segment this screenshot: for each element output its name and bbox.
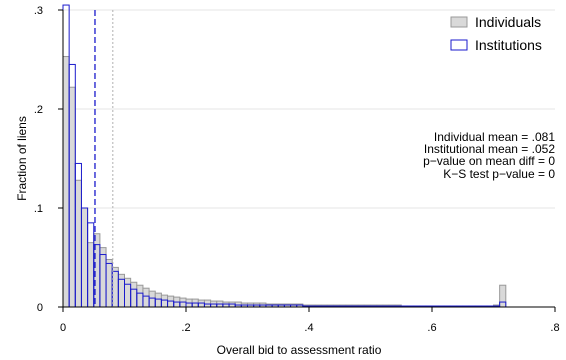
y-ticks: 0 .1 .2 .3	[34, 5, 63, 314]
institutions-bar-13	[142, 295, 150, 308]
annotation-mean-diff-pvalue: p−value on mean diff = 0	[423, 154, 555, 168]
legend: Individuals Institutions	[450, 14, 542, 53]
legend-swatch-individuals	[450, 16, 468, 28]
institutions-bar-11	[130, 288, 138, 308]
grid-layer	[63, 9, 555, 209]
annotation-institutional-mean: Institutional mean = .052	[424, 142, 555, 156]
legend-label-institutions: Institutions	[475, 37, 542, 53]
institutions-bar-20	[185, 302, 193, 308]
x-tick-label-4: .8	[550, 322, 559, 334]
y-tick-label-1: .1	[34, 203, 43, 215]
institutions-bar-71	[499, 301, 507, 308]
y-tick-label-2: .2	[34, 104, 43, 116]
y-tick-label-0: 0	[37, 302, 43, 314]
legend-label-individuals: Individuals	[475, 14, 541, 30]
institutions-bar-14	[148, 297, 156, 308]
stats-annotations: Individual mean = .081 Institutional mea…	[423, 130, 555, 181]
institutions-bar-22	[197, 302, 205, 308]
x-tick-label-1: .2	[181, 322, 190, 334]
institutions-bar-17	[167, 300, 175, 308]
y-tick-label-3: .3	[34, 5, 43, 17]
institutions-bar-18	[173, 301, 181, 308]
institutions-bar-12	[136, 292, 144, 308]
institutions-bar-0	[62, 4, 70, 308]
institutions-bar-1	[68, 63, 76, 308]
annotation-individual-mean: Individual mean = .081	[434, 130, 555, 144]
individuals-bars	[62, 56, 507, 308]
institutions-bar-16	[160, 299, 169, 308]
institutions-bar-19	[179, 301, 187, 308]
y-axis-title: Fraction of liens	[15, 116, 29, 201]
x-tick-label-3: .6	[427, 322, 436, 334]
institutions-bar-6	[99, 254, 107, 308]
institutions-bar-7	[105, 262, 113, 308]
institutions-bar-4	[87, 222, 95, 308]
institutions-bar-2	[74, 162, 82, 308]
institutions-bar-3	[80, 207, 89, 308]
x-ticks: 0 .2 .4 .6 .8	[60, 307, 560, 334]
reference-lines	[94, 10, 114, 307]
institutions-bar-21	[191, 302, 199, 308]
x-axis-title: Overall bid to assessment ratio	[217, 343, 382, 357]
institutions-bar-9	[117, 278, 125, 308]
institutions-bar-8	[111, 270, 119, 308]
institutions-bar-10	[124, 283, 132, 308]
x-tick-label-0: 0	[60, 322, 66, 334]
annotation-ks-pvalue: K−S test p−value = 0	[443, 167, 555, 181]
x-tick-label-2: .4	[304, 322, 313, 334]
legend-swatch-institutions	[450, 39, 468, 51]
institutions-bar-15	[154, 298, 162, 308]
